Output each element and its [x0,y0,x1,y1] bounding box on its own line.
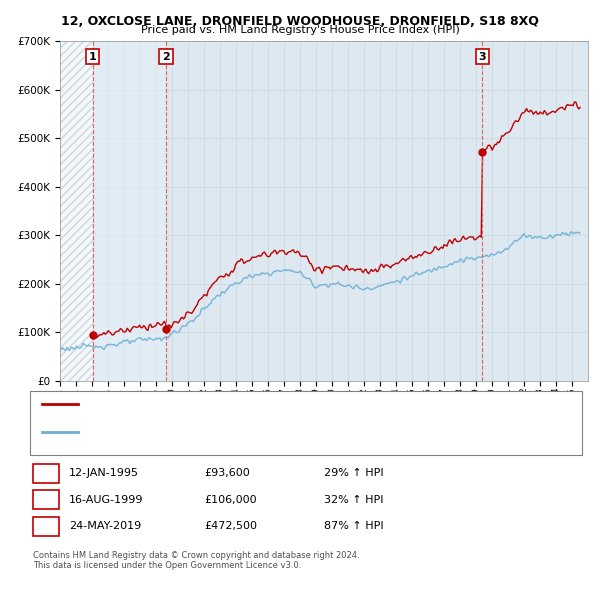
Text: £93,600: £93,600 [204,468,250,478]
Text: £472,500: £472,500 [204,522,257,531]
Text: 1: 1 [43,468,50,478]
Text: 32% ↑ HPI: 32% ↑ HPI [324,495,383,504]
Bar [60,41,92,381]
Text: Contains HM Land Registry data © Crown copyright and database right 2024.
This d: Contains HM Land Registry data © Crown c… [33,551,359,571]
Text: 16-AUG-1999: 16-AUG-1999 [69,495,143,504]
Text: 3: 3 [43,522,50,531]
Text: 12-JAN-1995: 12-JAN-1995 [69,468,139,478]
Text: 12, OXCLOSE LANE, DRONFIELD WOODHOUSE, DRONFIELD, S18 8XQ: 12, OXCLOSE LANE, DRONFIELD WOODHOUSE, D… [61,15,539,28]
Text: £106,000: £106,000 [204,495,257,504]
Text: 12, OXCLOSE LANE, DRONFIELD WOODHOUSE, DRONFIELD, S18 8XQ (detached house): 12, OXCLOSE LANE, DRONFIELD WOODHOUSE, D… [81,399,508,409]
Text: 29% ↑ HPI: 29% ↑ HPI [324,468,383,478]
Text: 1: 1 [89,51,97,61]
Text: 24-MAY-2019: 24-MAY-2019 [69,522,141,531]
Text: 87% ↑ HPI: 87% ↑ HPI [324,522,383,531]
Text: HPI: Average price, detached house, North East Derbyshire: HPI: Average price, detached house, Nort… [81,427,370,437]
Text: 2: 2 [162,51,170,61]
Text: Price paid vs. HM Land Registry's House Price Index (HPI): Price paid vs. HM Land Registry's House … [140,25,460,35]
Text: 2: 2 [43,495,50,504]
Text: 3: 3 [478,51,486,61]
Bar [92,41,166,381]
